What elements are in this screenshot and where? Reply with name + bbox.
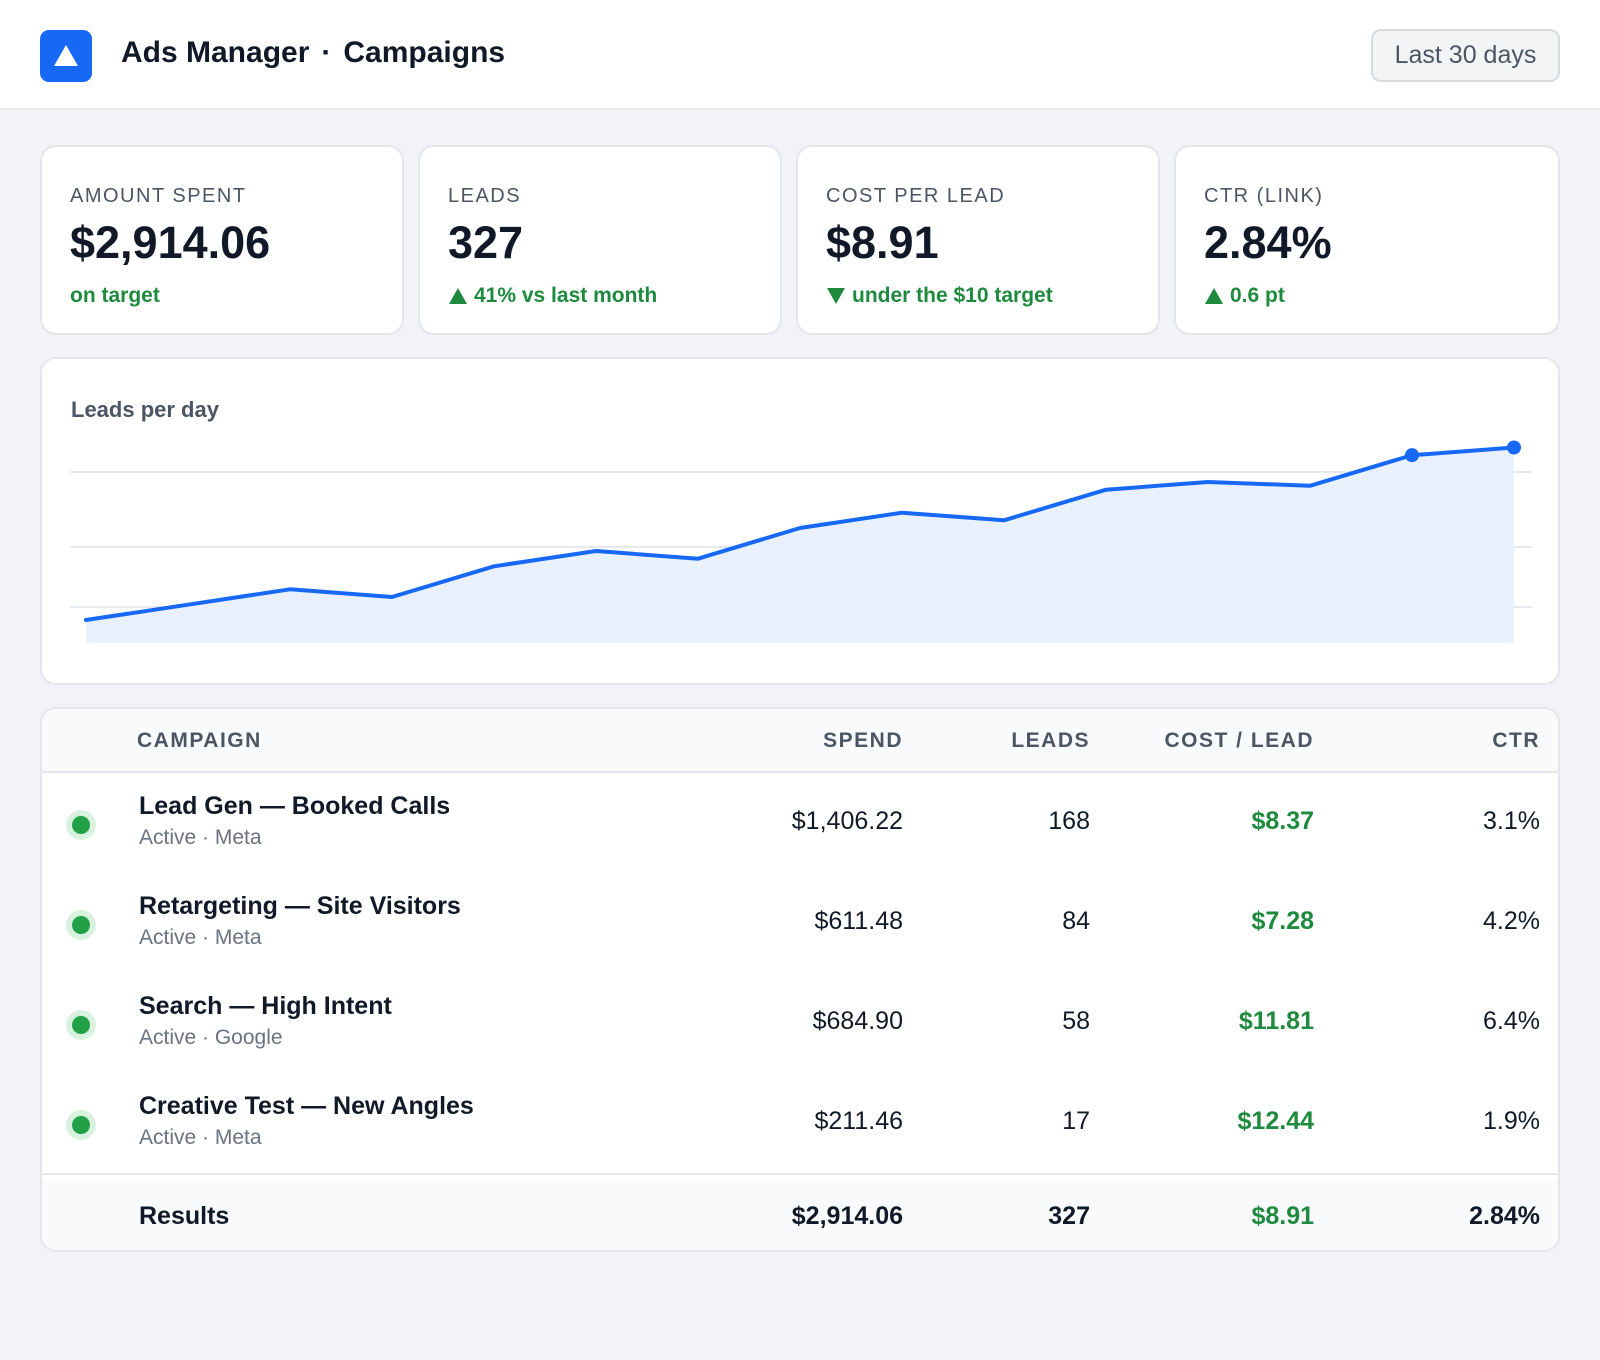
trend-up-icon <box>449 288 467 304</box>
table-row[interactable]: Retargeting — Site Visitors Active · Met… <box>42 873 1558 975</box>
leads-cell: 168 <box>1048 807 1090 835</box>
kpi-delta: on target <box>70 284 160 308</box>
kpi-delta-text: 0.6 pt <box>1230 284 1285 307</box>
campaign-meta: Active · Meta <box>139 926 262 949</box>
column-header-ctr[interactable]: CTR <box>1492 729 1540 752</box>
leads-area-chart <box>70 440 1532 643</box>
spend-cell: $1,406.22 <box>791 807 903 835</box>
column-header-cost-per-lead[interactable]: COST / LEAD <box>1164 729 1314 752</box>
kpi-card-leads: LEADS 327 41% vs last month <box>418 145 782 335</box>
table-row[interactable]: Lead Gen — Booked Calls Active · Meta $1… <box>42 773 1558 875</box>
section-name: Campaigns <box>343 36 506 69</box>
chart-area-fill <box>86 447 1514 643</box>
table-row[interactable]: Creative Test — New Angles Active · Meta… <box>42 1073 1558 1175</box>
chart-series-line <box>84 445 1516 622</box>
total-cost-per-lead-cell: $8.91 <box>1251 1202 1314 1230</box>
spend-cell: $211.46 <box>814 1107 903 1135</box>
kpi-card-cost-per-lead: COST PER LEAD $8.91 under the $10 target <box>796 145 1160 335</box>
column-header-leads[interactable]: LEADS <box>1011 729 1090 752</box>
leads-chart-card: Leads per day <box>40 357 1560 685</box>
campaigns-table: CAMPAIGN SPEND LEADS COST / LEAD CTR Lea… <box>40 707 1560 1252</box>
kpi-value: $8.91 <box>826 217 939 268</box>
ctr-cell: 4.2% <box>1483 907 1540 935</box>
chart-point-14[interactable] <box>1405 448 1419 463</box>
column-header-campaign[interactable]: CAMPAIGN <box>137 729 262 752</box>
campaign-meta: Active · Meta <box>139 826 262 849</box>
ctr-cell: 1.9% <box>1483 1107 1540 1135</box>
kpi-delta: under the $10 target <box>826 284 1053 308</box>
leads-cell: 17 <box>1062 1107 1090 1135</box>
total-ctr-cell: 2.84% <box>1469 1202 1540 1230</box>
campaign-name[interactable]: Retargeting — Site Visitors <box>139 892 461 920</box>
column-header-spend[interactable]: SPEND <box>823 729 903 752</box>
kpi-delta-text: 41% vs last month <box>474 284 658 307</box>
totals-label: Results <box>139 1202 230 1230</box>
app-logo[interactable] <box>40 30 92 82</box>
kpi-delta-text: under the $10 target <box>852 284 1053 307</box>
page-title: Ads Manager · Campaigns <box>121 36 505 70</box>
campaign-name[interactable]: Search — High Intent <box>139 992 392 1020</box>
top-bar: Ads Manager · Campaigns Last 30 days <box>0 0 1600 110</box>
kpi-value: 327 <box>448 217 524 268</box>
status-active-icon <box>66 810 96 840</box>
campaign-meta: Active · Meta <box>139 1126 262 1149</box>
table-totals-row: Results $2,914.06 327 $8.91 2.84% <box>42 1181 1558 1250</box>
kpi-card-amount-spent: AMOUNT SPENT $2,914.06 on target <box>40 145 404 335</box>
kpi-value: 2.84% <box>1204 217 1332 268</box>
trend-down-icon <box>827 288 845 304</box>
total-leads-cell: 327 <box>1048 1202 1090 1230</box>
title-separator: · <box>321 36 332 69</box>
trend-up-icon <box>1205 288 1223 304</box>
kpi-card-ctr: CTR (LINK) 2.84% 0.6 pt <box>1174 145 1560 335</box>
table-header: CAMPAIGN SPEND LEADS COST / LEAD CTR <box>42 709 1558 773</box>
kpi-label: AMOUNT SPENT <box>70 185 247 207</box>
spend-cell: $684.90 <box>812 1007 903 1035</box>
leads-cell: 84 <box>1062 907 1090 935</box>
chart-title: Leads per day <box>71 397 219 422</box>
leads-cell: 58 <box>1062 1007 1090 1035</box>
kpi-delta-text: on target <box>70 284 160 307</box>
date-range-button[interactable]: Last 30 days <box>1371 29 1560 82</box>
status-active-icon <box>66 1110 96 1140</box>
triangle-logo-icon <box>54 45 78 66</box>
chart-points <box>1405 440 1521 463</box>
campaign-name[interactable]: Creative Test — New Angles <box>139 1092 474 1120</box>
kpi-label: CTR (LINK) <box>1204 185 1324 207</box>
status-active-icon <box>66 1010 96 1040</box>
kpi-delta: 41% vs last month <box>448 284 657 308</box>
ctr-cell: 3.1% <box>1483 807 1540 835</box>
ctr-cell: 6.4% <box>1483 1007 1540 1035</box>
table-row[interactable]: Search — High Intent Active · Google $68… <box>42 973 1558 1075</box>
total-spend-cell: $2,914.06 <box>791 1202 903 1230</box>
cost-per-lead-cell: $12.44 <box>1237 1107 1314 1135</box>
kpi-value: $2,914.06 <box>70 217 271 268</box>
cost-per-lead-cell: $8.37 <box>1251 807 1314 835</box>
campaign-meta: Active · Google <box>139 1026 283 1049</box>
cost-per-lead-cell: $7.28 <box>1251 907 1314 935</box>
kpi-label: LEADS <box>448 185 522 207</box>
chart-point-15[interactable] <box>1507 440 1521 455</box>
kpi-delta: 0.6 pt <box>1204 284 1285 308</box>
cost-per-lead-cell: $11.81 <box>1238 1007 1314 1035</box>
kpi-label: COST PER LEAD <box>826 185 1006 207</box>
app-name: Ads Manager <box>121 36 310 69</box>
campaign-name[interactable]: Lead Gen — Booked Calls <box>139 792 451 820</box>
spend-cell: $611.48 <box>814 907 903 935</box>
status-active-icon <box>66 910 96 940</box>
